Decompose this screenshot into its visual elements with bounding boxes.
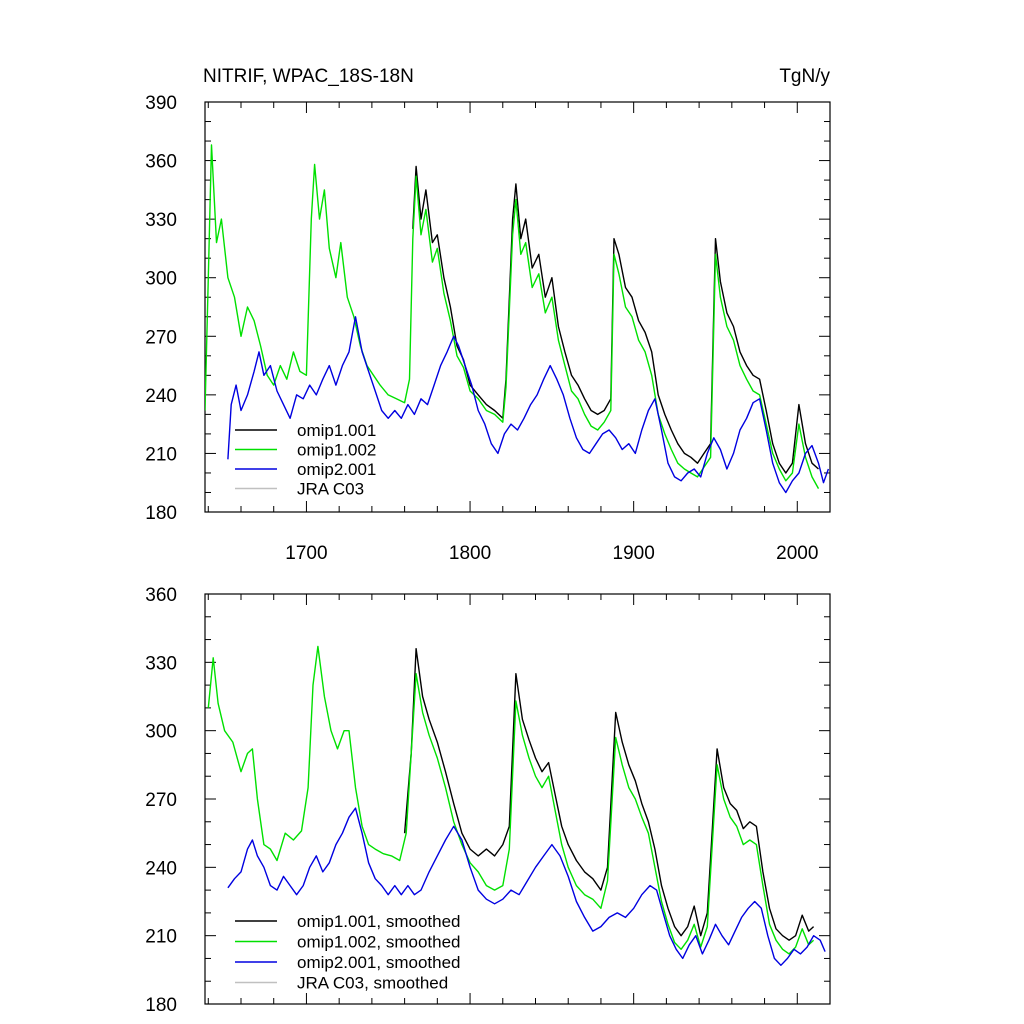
- top-series-line-2: [205, 144, 820, 489]
- top-x-tick-label: 1700: [285, 543, 327, 564]
- bottom-legend-label-2: omip1.002, smoothed: [297, 933, 461, 952]
- bottom-series-line-3: [227, 807, 826, 966]
- top-y-tick-label: 300: [145, 269, 177, 290]
- bottom-series-line-1: [403, 648, 815, 941]
- top-y-tick-label: 390: [145, 93, 177, 114]
- top-series-group: [205, 144, 830, 494]
- bottom-y-tick-label: 240: [145, 858, 177, 879]
- bottom-y-tick-label: 270: [145, 790, 177, 811]
- bottom-panel: 180 210 240 270 300 330 360 omip1.001, smoothed…: [145, 585, 831, 1016]
- bottom-series-group: [207, 645, 826, 966]
- top-y-tick-label: 180: [145, 503, 177, 524]
- bottom-y-tick-label: 210: [145, 927, 177, 948]
- top-panel-title: NITRIF, WPAC_18S-18N: [203, 66, 414, 87]
- bottom-y-tick-label: 300: [145, 722, 177, 743]
- top-y-tick-label: 270: [145, 327, 177, 348]
- bottom-y-tick-label: 360: [145, 585, 177, 606]
- top-y-tick-label: 360: [145, 152, 177, 173]
- top-series-line-3: [227, 316, 830, 494]
- top-panel-units: TgN/y: [779, 66, 830, 87]
- top-legend-label-3: omip2.001: [297, 460, 376, 479]
- top-legend-label-2: omip1.002: [297, 441, 376, 460]
- top-x-tick-label: 1900: [613, 543, 655, 564]
- bottom-legend: omip1.001, smoothed omip1.002, smoothedom…: [235, 912, 461, 993]
- bottom-y-tick-label: 330: [145, 653, 177, 674]
- top-x-tick-label: 2000: [776, 543, 818, 564]
- top-plot-frame: [204, 101, 831, 513]
- top-series-line-1: [412, 165, 819, 474]
- bottom-series-line-2: [207, 645, 815, 955]
- top-y-tick-label: 210: [145, 444, 177, 465]
- bottom-legend-label-3: omip2.001, smoothed: [297, 953, 461, 972]
- top-legend-label-1: omip1.001: [297, 421, 376, 440]
- top-legend-label-4: JRA C03: [297, 480, 364, 499]
- top-y-tick-label: 240: [145, 386, 177, 407]
- bottom-legend-label-4: JRA C03, smoothed: [297, 974, 448, 993]
- top-panel: NITRIF, WPAC_18S-18N TgN/y 180 210 240 270 3…: [145, 66, 831, 564]
- bottom-y-tick-label: 180: [145, 995, 177, 1016]
- top-x-tick-label: 1800: [449, 543, 491, 564]
- top-y-tick-label: 330: [145, 210, 177, 231]
- bottom-legend-label-1: omip1.001, smoothed: [297, 912, 461, 931]
